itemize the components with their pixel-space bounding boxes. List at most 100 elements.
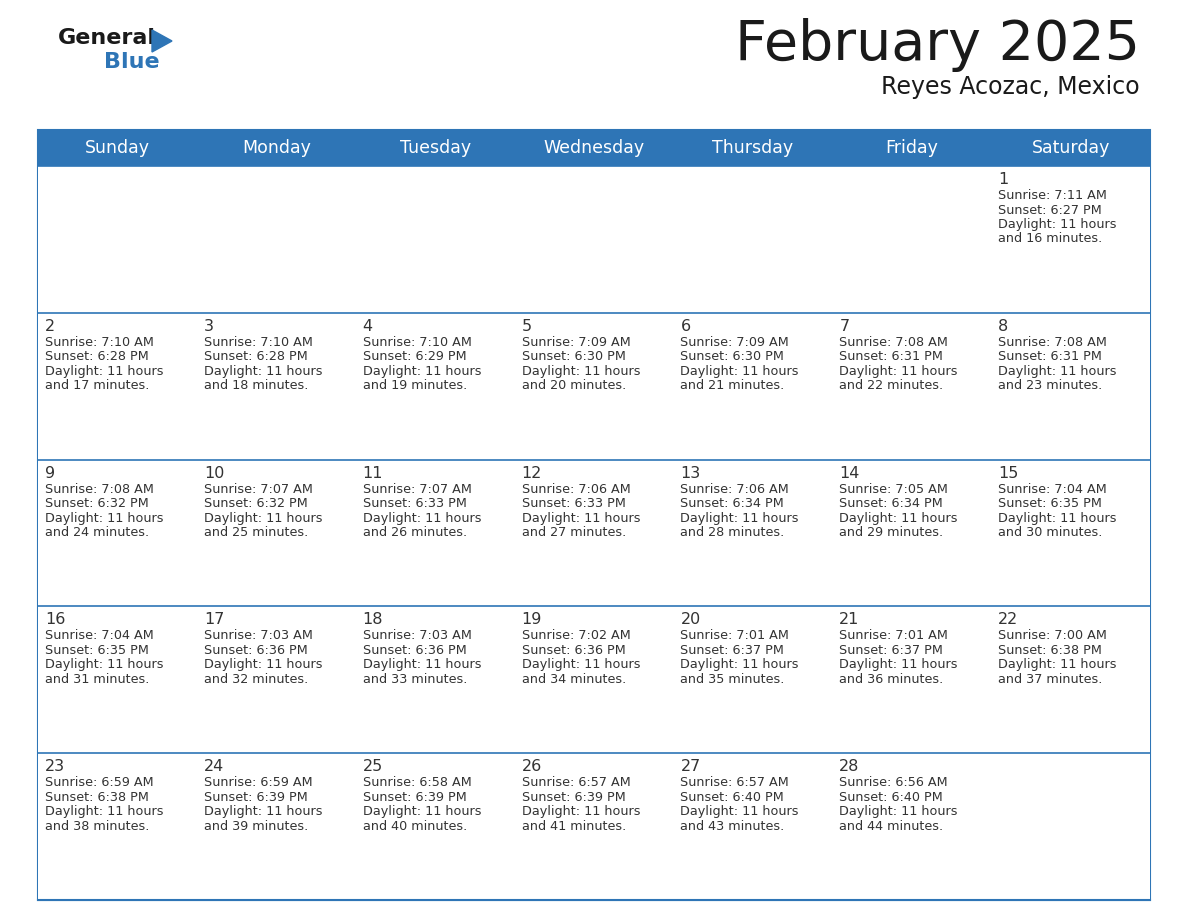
Text: Sunset: 6:39 PM: Sunset: 6:39 PM bbox=[522, 790, 625, 803]
Text: and 26 minutes.: and 26 minutes. bbox=[362, 526, 467, 539]
Polygon shape bbox=[152, 30, 172, 52]
Text: Daylight: 11 hours: Daylight: 11 hours bbox=[362, 805, 481, 818]
Text: Sunset: 6:35 PM: Sunset: 6:35 PM bbox=[45, 644, 148, 657]
Text: Monday: Monday bbox=[242, 139, 311, 157]
Text: 8: 8 bbox=[998, 319, 1009, 334]
Text: and 21 minutes.: and 21 minutes. bbox=[681, 379, 785, 392]
Text: 22: 22 bbox=[998, 612, 1018, 627]
Text: 10: 10 bbox=[204, 465, 225, 481]
FancyBboxPatch shape bbox=[674, 130, 833, 166]
Text: Sunrise: 6:57 AM: Sunrise: 6:57 AM bbox=[681, 777, 789, 789]
Text: 18: 18 bbox=[362, 612, 384, 627]
Text: Sunset: 6:38 PM: Sunset: 6:38 PM bbox=[998, 644, 1102, 657]
Text: Sunset: 6:37 PM: Sunset: 6:37 PM bbox=[839, 644, 943, 657]
Text: 1: 1 bbox=[998, 172, 1009, 187]
Text: Daylight: 11 hours: Daylight: 11 hours bbox=[998, 364, 1117, 378]
Text: Sunset: 6:34 PM: Sunset: 6:34 PM bbox=[839, 498, 943, 510]
Text: Daylight: 11 hours: Daylight: 11 hours bbox=[204, 805, 322, 818]
Text: Daylight: 11 hours: Daylight: 11 hours bbox=[522, 364, 640, 378]
Text: Daylight: 11 hours: Daylight: 11 hours bbox=[204, 364, 322, 378]
Text: and 16 minutes.: and 16 minutes. bbox=[998, 232, 1102, 245]
Text: and 43 minutes.: and 43 minutes. bbox=[681, 820, 785, 833]
Text: and 32 minutes.: and 32 minutes. bbox=[204, 673, 308, 686]
Text: 23: 23 bbox=[45, 759, 65, 774]
Text: Sunrise: 7:11 AM: Sunrise: 7:11 AM bbox=[998, 189, 1107, 202]
Text: Sunrise: 6:57 AM: Sunrise: 6:57 AM bbox=[522, 777, 631, 789]
Text: Sunset: 6:30 PM: Sunset: 6:30 PM bbox=[681, 351, 784, 364]
Text: Blue: Blue bbox=[105, 52, 159, 72]
Text: Sunrise: 7:03 AM: Sunrise: 7:03 AM bbox=[362, 630, 472, 643]
Text: Sunrise: 7:00 AM: Sunrise: 7:00 AM bbox=[998, 630, 1107, 643]
Text: Daylight: 11 hours: Daylight: 11 hours bbox=[681, 364, 798, 378]
Text: and 37 minutes.: and 37 minutes. bbox=[998, 673, 1102, 686]
Text: Daylight: 11 hours: Daylight: 11 hours bbox=[998, 658, 1117, 671]
Text: Sunset: 6:32 PM: Sunset: 6:32 PM bbox=[45, 498, 148, 510]
Text: 16: 16 bbox=[45, 612, 65, 627]
Text: Sunset: 6:33 PM: Sunset: 6:33 PM bbox=[362, 498, 467, 510]
Text: 25: 25 bbox=[362, 759, 383, 774]
Text: and 24 minutes.: and 24 minutes. bbox=[45, 526, 150, 539]
Text: Sunrise: 7:10 AM: Sunrise: 7:10 AM bbox=[204, 336, 312, 349]
Text: February 2025: February 2025 bbox=[735, 18, 1140, 72]
Text: and 30 minutes.: and 30 minutes. bbox=[998, 526, 1102, 539]
Text: Daylight: 11 hours: Daylight: 11 hours bbox=[839, 511, 958, 524]
Text: Sunset: 6:39 PM: Sunset: 6:39 PM bbox=[362, 790, 467, 803]
FancyBboxPatch shape bbox=[38, 130, 1150, 900]
FancyBboxPatch shape bbox=[355, 130, 514, 166]
Text: Sunrise: 6:56 AM: Sunrise: 6:56 AM bbox=[839, 777, 948, 789]
Text: 6: 6 bbox=[681, 319, 690, 334]
Text: Sunset: 6:36 PM: Sunset: 6:36 PM bbox=[362, 644, 467, 657]
Text: Daylight: 11 hours: Daylight: 11 hours bbox=[362, 364, 481, 378]
Text: and 39 minutes.: and 39 minutes. bbox=[204, 820, 308, 833]
FancyBboxPatch shape bbox=[38, 753, 1150, 900]
Text: Sunrise: 7:09 AM: Sunrise: 7:09 AM bbox=[522, 336, 631, 349]
FancyBboxPatch shape bbox=[38, 313, 1150, 460]
Text: and 25 minutes.: and 25 minutes. bbox=[204, 526, 308, 539]
Text: Sunset: 6:28 PM: Sunset: 6:28 PM bbox=[45, 351, 148, 364]
Text: Daylight: 11 hours: Daylight: 11 hours bbox=[204, 658, 322, 671]
Text: 2: 2 bbox=[45, 319, 55, 334]
Text: Sunset: 6:31 PM: Sunset: 6:31 PM bbox=[998, 351, 1102, 364]
Text: Sunset: 6:36 PM: Sunset: 6:36 PM bbox=[522, 644, 625, 657]
Text: 27: 27 bbox=[681, 759, 701, 774]
Text: Reyes Acozac, Mexico: Reyes Acozac, Mexico bbox=[881, 75, 1140, 99]
Text: Tuesday: Tuesday bbox=[399, 139, 470, 157]
Text: Daylight: 11 hours: Daylight: 11 hours bbox=[522, 511, 640, 524]
Text: Sunrise: 7:01 AM: Sunrise: 7:01 AM bbox=[681, 630, 789, 643]
Text: Sunset: 6:30 PM: Sunset: 6:30 PM bbox=[522, 351, 625, 364]
Text: General: General bbox=[58, 28, 156, 48]
Text: Sunset: 6:40 PM: Sunset: 6:40 PM bbox=[681, 790, 784, 803]
Text: Daylight: 11 hours: Daylight: 11 hours bbox=[681, 658, 798, 671]
FancyBboxPatch shape bbox=[833, 130, 991, 166]
Text: Sunset: 6:34 PM: Sunset: 6:34 PM bbox=[681, 498, 784, 510]
Text: Wednesday: Wednesday bbox=[543, 139, 645, 157]
Text: Sunset: 6:27 PM: Sunset: 6:27 PM bbox=[998, 204, 1102, 217]
Text: Daylight: 11 hours: Daylight: 11 hours bbox=[45, 805, 164, 818]
Text: Daylight: 11 hours: Daylight: 11 hours bbox=[839, 658, 958, 671]
Text: Sunrise: 7:02 AM: Sunrise: 7:02 AM bbox=[522, 630, 631, 643]
FancyBboxPatch shape bbox=[38, 130, 197, 166]
Text: 20: 20 bbox=[681, 612, 701, 627]
Text: Daylight: 11 hours: Daylight: 11 hours bbox=[45, 364, 164, 378]
Text: 24: 24 bbox=[204, 759, 225, 774]
Text: Sunrise: 7:07 AM: Sunrise: 7:07 AM bbox=[204, 483, 312, 496]
Text: Sunrise: 7:06 AM: Sunrise: 7:06 AM bbox=[522, 483, 631, 496]
Text: Friday: Friday bbox=[885, 139, 939, 157]
Text: 21: 21 bbox=[839, 612, 860, 627]
Text: 7: 7 bbox=[839, 319, 849, 334]
Text: 11: 11 bbox=[362, 465, 384, 481]
Text: 17: 17 bbox=[204, 612, 225, 627]
Text: and 35 minutes.: and 35 minutes. bbox=[681, 673, 785, 686]
Text: and 23 minutes.: and 23 minutes. bbox=[998, 379, 1102, 392]
Text: Daylight: 11 hours: Daylight: 11 hours bbox=[839, 805, 958, 818]
Text: and 20 minutes.: and 20 minutes. bbox=[522, 379, 626, 392]
Text: Sunrise: 7:03 AM: Sunrise: 7:03 AM bbox=[204, 630, 312, 643]
Text: 19: 19 bbox=[522, 612, 542, 627]
Text: and 40 minutes.: and 40 minutes. bbox=[362, 820, 467, 833]
Text: Sunset: 6:37 PM: Sunset: 6:37 PM bbox=[681, 644, 784, 657]
Text: Sunrise: 7:07 AM: Sunrise: 7:07 AM bbox=[362, 483, 472, 496]
Text: Daylight: 11 hours: Daylight: 11 hours bbox=[522, 805, 640, 818]
Text: Sunrise: 6:59 AM: Sunrise: 6:59 AM bbox=[45, 777, 153, 789]
Text: 15: 15 bbox=[998, 465, 1018, 481]
Text: 3: 3 bbox=[204, 319, 214, 334]
